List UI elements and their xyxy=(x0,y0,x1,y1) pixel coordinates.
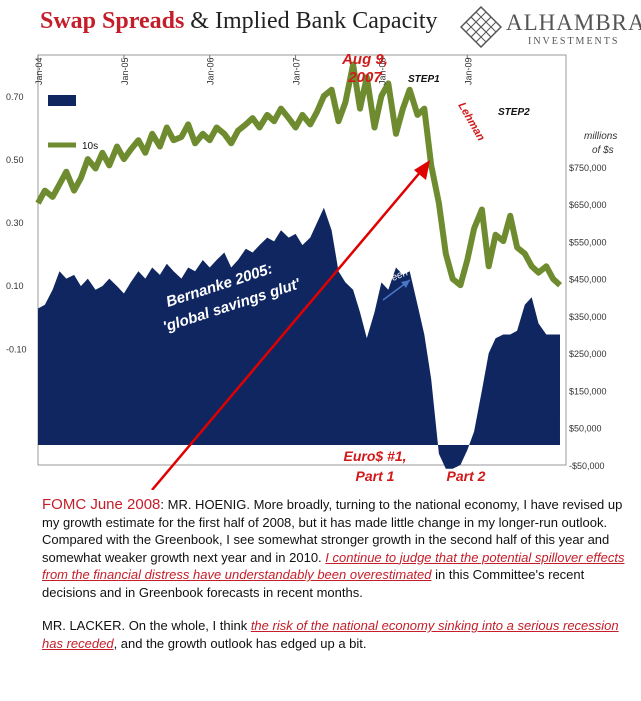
alhambra-logo: ALHAMBRA INVESTMENTS xyxy=(460,6,641,54)
right-tick-label: $150,000 xyxy=(569,386,607,396)
plot-frame xyxy=(37,54,567,466)
legend-label-tens: 10s xyxy=(82,141,98,152)
quote-arrowhead xyxy=(414,160,430,180)
right-unit-line1: millions xyxy=(584,131,617,142)
logo-name: ALHAMBRA xyxy=(506,10,641,35)
hoenig-highlight: I continue to judge that the potential s… xyxy=(42,549,625,583)
lacker-text-2: , and the growth outlook has edged up a … xyxy=(113,635,367,651)
legend-swatch-tic xyxy=(48,95,76,106)
quote-arrow xyxy=(151,169,423,490)
swap-spreads-chart: Jan-04 Jan-05 Jan-06 Jan-07 Jan-08 Jan-09 0.70… xyxy=(6,51,617,490)
hoenig-text-1: More broadly, turning to the national ec… xyxy=(42,497,623,565)
x-tick-label: Jan-07 xyxy=(292,57,302,85)
fomc-quote-block: FOMC June 2008: MR. HOENIG. More broadly… xyxy=(42,496,627,668)
right-tick-label: $650,000 xyxy=(569,200,607,210)
legend-label-tic: 6m Total - RHS xyxy=(82,120,150,131)
euro-annotation-line2: Part 1 xyxy=(356,468,395,484)
left-tick-label: 0.70 xyxy=(6,92,24,102)
title-rest: & Implied Bank Capacity xyxy=(190,8,438,34)
title-highlight: Swap Spreads xyxy=(40,8,185,34)
hoenig-speaker: : MR. HOENIG. xyxy=(160,497,250,512)
x-tick-label: Jan-04 xyxy=(34,57,44,85)
euro-annotation-line1: Euro$ #1, xyxy=(343,448,406,464)
lehman-annotation: Lehman xyxy=(455,101,487,144)
right-tick-label: -$50,000 xyxy=(569,461,605,471)
lacker-text-1: On the whole, I think xyxy=(125,618,251,633)
left-tick-label: 0.10 xyxy=(6,281,24,291)
hoenig-text-2: in this Committee's recent decisions and… xyxy=(42,567,585,600)
right-unit-line2: of $s xyxy=(592,145,614,156)
right-tick-label: $750,000 xyxy=(569,163,607,173)
lacker-highlight: the risk of the national economy sinking… xyxy=(42,618,619,651)
diamond-lattice-icon xyxy=(460,6,502,48)
left-tick-label: -0.10 xyxy=(6,344,27,354)
right-tick-label: $550,000 xyxy=(569,237,607,247)
x-tick-label: Jan-06 xyxy=(206,57,216,85)
x-tick-label: Jan-09 xyxy=(463,57,473,85)
chart-title: Swap Spreads & Implied Bank Capacity xyxy=(40,8,438,35)
step2-annotation: STEP2 xyxy=(498,107,530,118)
aug9-annotation-line2: 2007 xyxy=(347,69,382,86)
lacker-paragraph: MR. LACKER. On the whole, I think the ri… xyxy=(42,617,627,652)
x-tick-label: Jan-08 xyxy=(377,57,387,85)
left-tick-label: 0.50 xyxy=(6,155,24,165)
fomc-date-label: FOMC June 2008 xyxy=(42,496,161,513)
right-tick-label: $350,000 xyxy=(569,312,607,322)
right-tick-label: $450,000 xyxy=(569,275,607,285)
tens-line-series xyxy=(35,61,563,289)
right-tick-label: $250,000 xyxy=(569,349,607,359)
aug9-annotation-line1: Aug 9, xyxy=(341,51,388,68)
lacker-speaker: MR. LACKER. xyxy=(42,618,126,633)
part2-annotation: Part 2 xyxy=(447,468,486,484)
legend-label-tic: US$ Assets; Cumulative xyxy=(82,108,190,119)
hoenig-paragraph: FOMC June 2008: MR. HOENIG. More broadly… xyxy=(42,496,627,601)
logo-subtitle: INVESTMENTS xyxy=(528,36,620,47)
right-tick-label: $50,000 xyxy=(569,424,602,434)
legend-label-tic: TIC: Foreign Holders of xyxy=(82,96,186,107)
green-shoots-arrowhead xyxy=(401,280,410,288)
x-tick-label: Jan-05 xyxy=(120,57,130,85)
left-tick-label: 0.30 xyxy=(6,218,24,228)
step1-annotation: STEP1 xyxy=(408,74,440,85)
tic-area-series xyxy=(38,207,560,469)
